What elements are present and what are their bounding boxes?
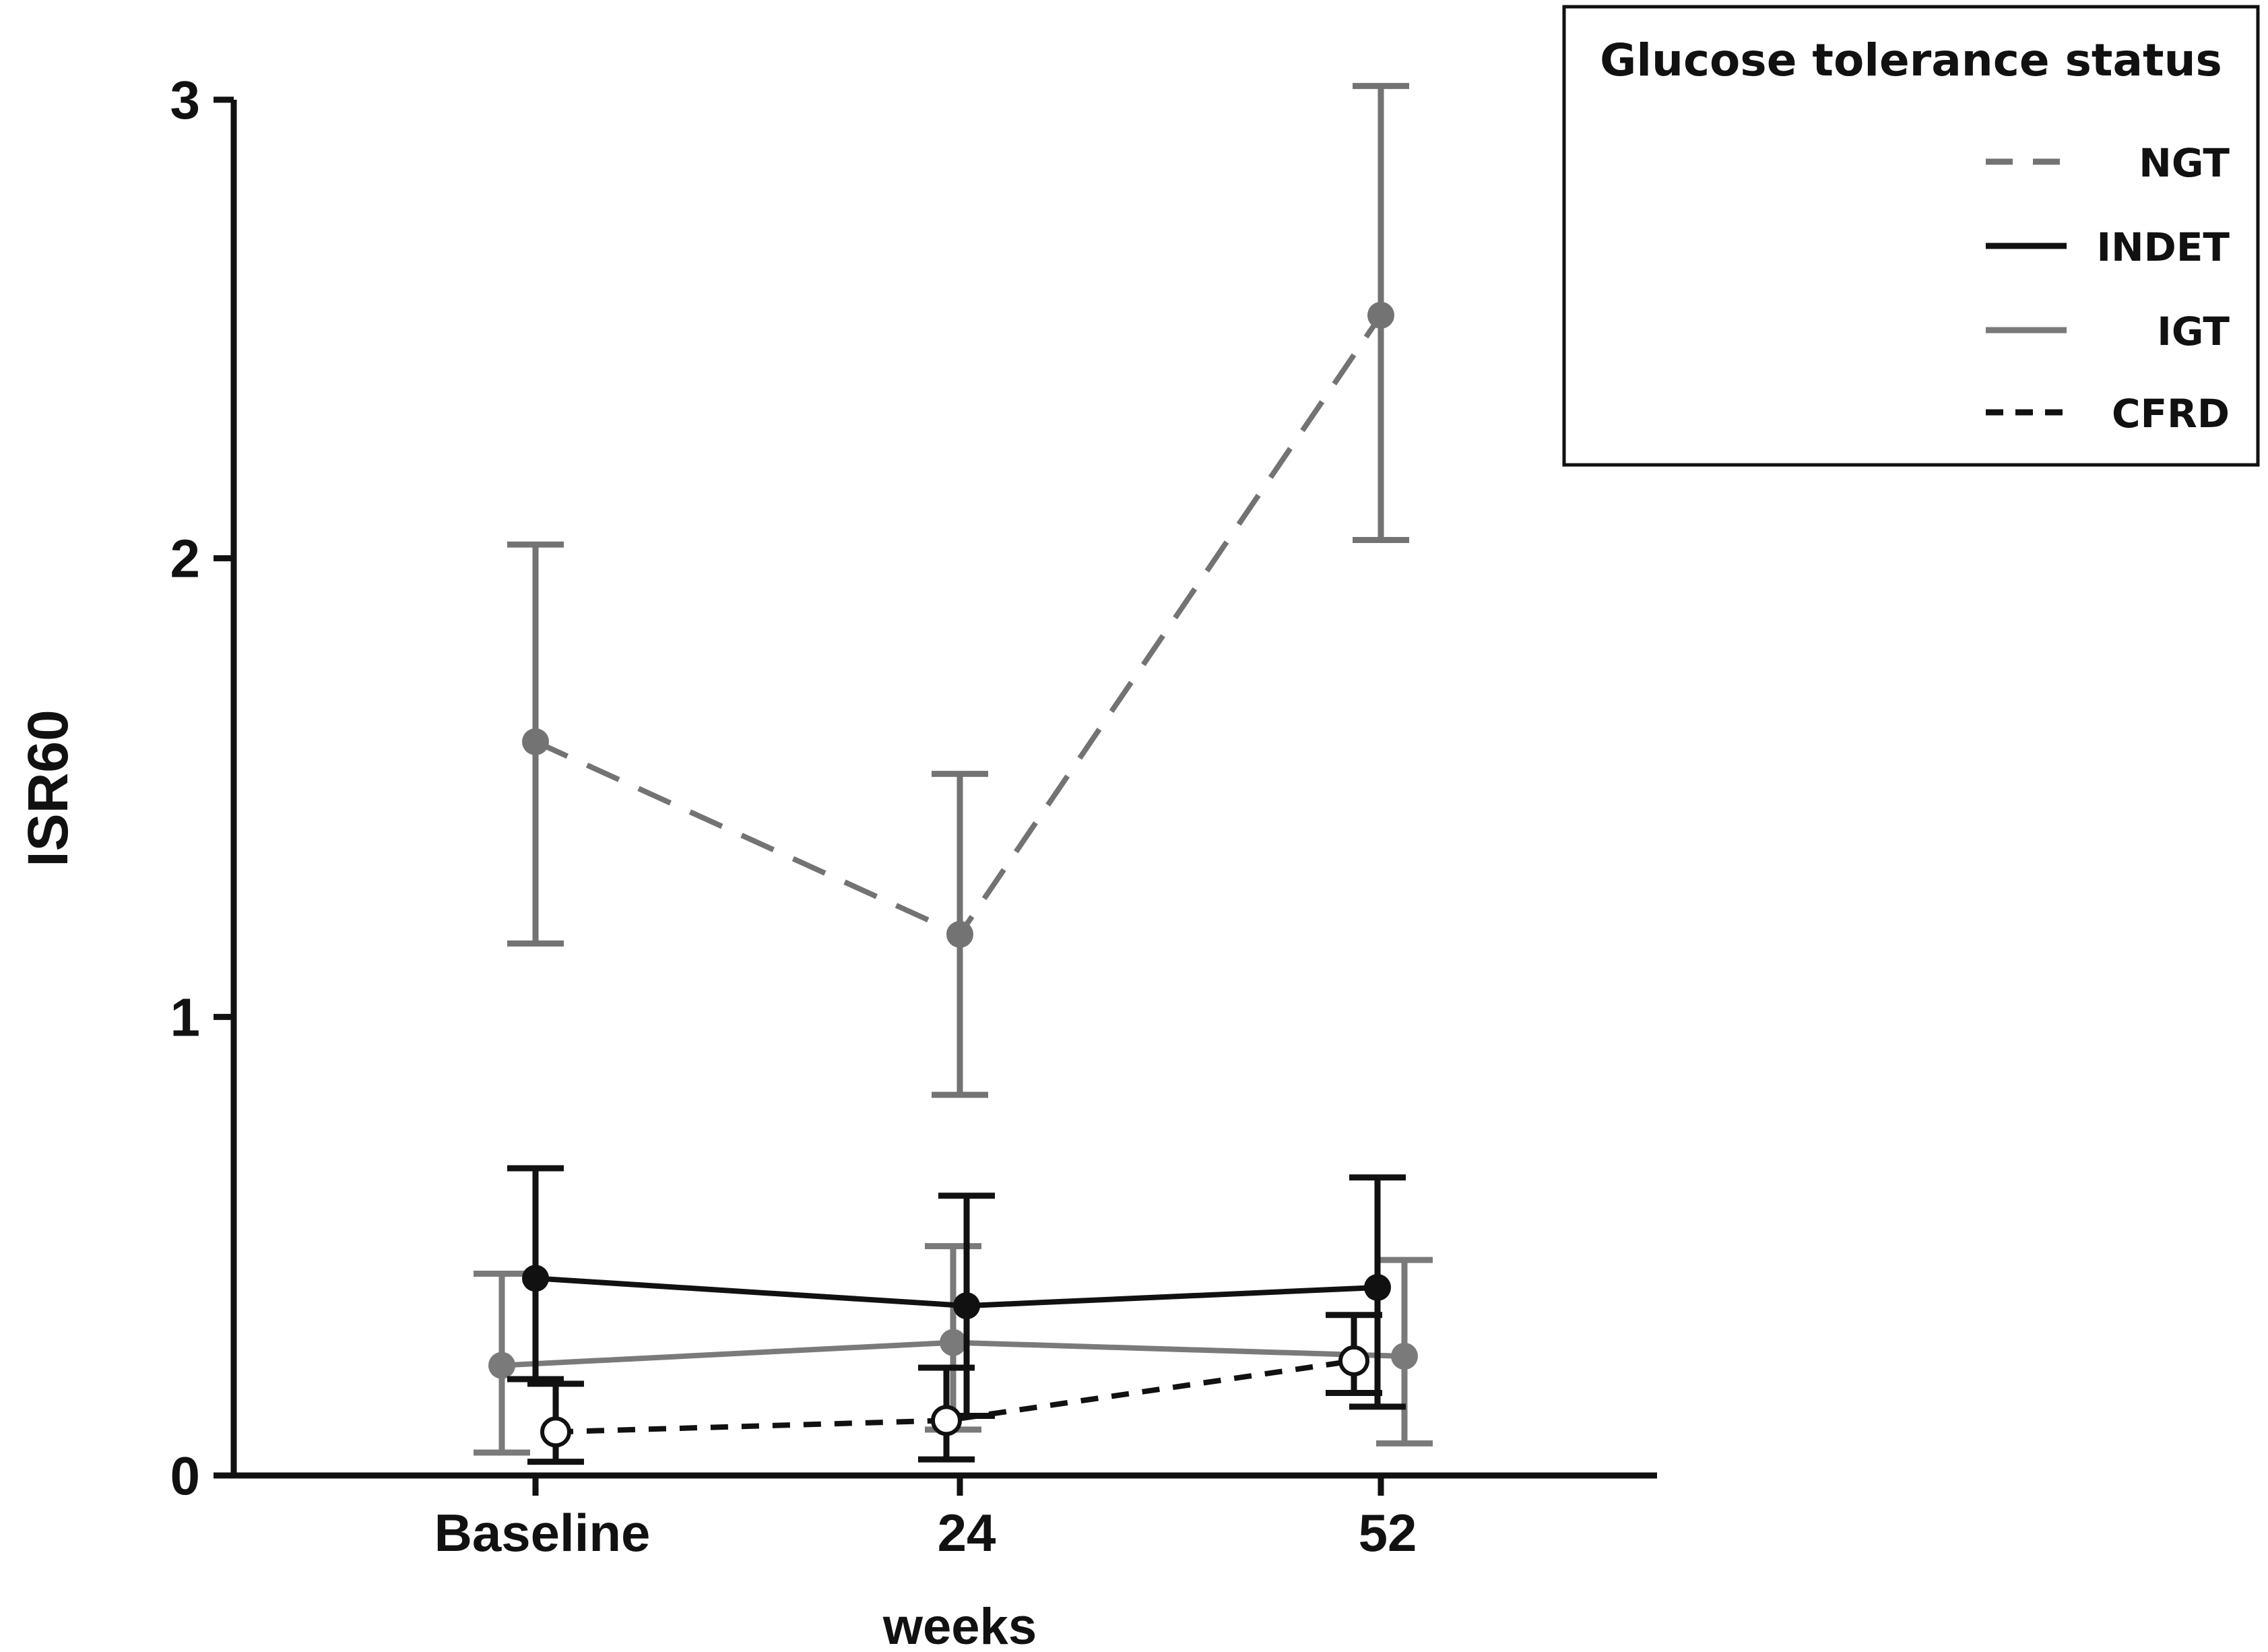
series-indet bbox=[507, 1165, 1406, 1420]
data-point bbox=[1367, 301, 1394, 329]
data-point bbox=[540, 1416, 571, 1448]
data-point bbox=[953, 1292, 980, 1320]
data-point bbox=[522, 728, 549, 755]
data-point bbox=[522, 1265, 549, 1292]
y-axis-title: ISR60 bbox=[16, 709, 79, 866]
series-igt bbox=[474, 1243, 1433, 1456]
x-tick-label: Baseline bbox=[434, 1503, 651, 1562]
x-tick-label: 52 bbox=[1359, 1503, 1417, 1562]
legend-label-igt: IGT bbox=[2157, 309, 2230, 354]
y-ticks: 0 1 2 3 bbox=[170, 70, 234, 1506]
data-point bbox=[940, 1329, 967, 1356]
legend-label-cfrd: CFRD bbox=[2112, 391, 2230, 437]
series-layer bbox=[474, 83, 1433, 1465]
data-point bbox=[488, 1352, 515, 1379]
legend-entries: NGT INDET IGT CFRD bbox=[1986, 140, 2230, 437]
legend-label-ngt: NGT bbox=[2139, 140, 2230, 186]
x-tick-label: 24 bbox=[938, 1503, 996, 1562]
data-point bbox=[1364, 1273, 1391, 1301]
x-ticks: Baseline 24 52 bbox=[434, 1475, 1417, 1562]
data-point bbox=[1391, 1343, 1418, 1370]
series-line bbox=[555, 1358, 1355, 1435]
legend-label-indet: INDET bbox=[2097, 224, 2230, 270]
series-ngt bbox=[507, 83, 1409, 1098]
y-tick-label: 1 bbox=[170, 987, 201, 1047]
legend-box bbox=[1562, 5, 2260, 467]
data-point bbox=[946, 920, 973, 948]
x-axis-title: weeks bbox=[882, 1598, 1037, 1652]
data-point bbox=[931, 1405, 962, 1436]
legend-title: Glucose tolerance status bbox=[1600, 34, 2222, 86]
y-tick-label: 0 bbox=[170, 1446, 201, 1506]
legend: Glucose tolerance status NGT INDET IGT CFRD bbox=[1562, 5, 2260, 467]
y-tick-label: 3 bbox=[170, 70, 201, 130]
series-cfrd bbox=[527, 1312, 1382, 1465]
y-tick-label: 2 bbox=[170, 529, 201, 589]
data-point bbox=[1338, 1345, 1369, 1376]
